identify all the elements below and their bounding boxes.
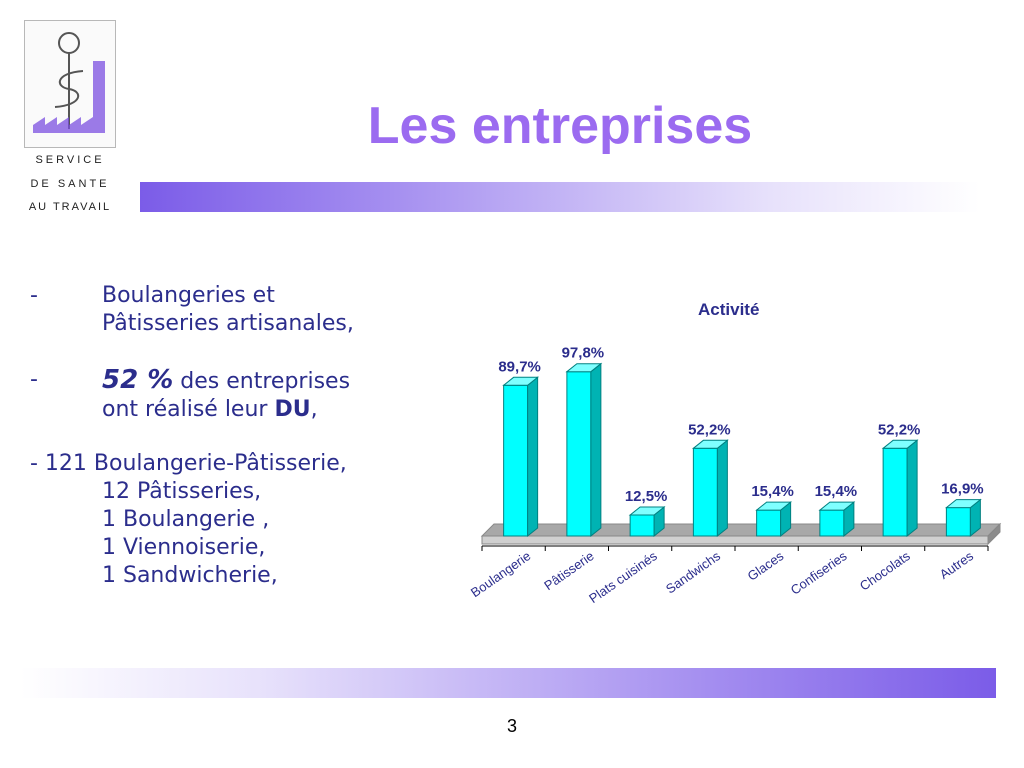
category-label: Boulangerie [468, 548, 533, 600]
category-label: Confiseries [788, 548, 850, 598]
bar-platscuisins [629, 514, 655, 537]
bullet-text-line1: Boulangeries et [102, 283, 275, 308]
count-line2: 12 Pâtisseries, [102, 479, 262, 504]
bar-boulangerie [503, 384, 529, 537]
data-label: 15,4% [815, 483, 858, 500]
bar-side [527, 376, 539, 538]
bar-glaces [756, 509, 782, 537]
bar-top [502, 376, 540, 386]
data-label: 97,8% [562, 345, 605, 362]
bullet-du-text1: des entreprises [173, 369, 351, 394]
page-number: 3 [506, 716, 517, 736]
bullet-item-boulangeries: - Boulangeries et Pâtisseries artisanale… [30, 282, 430, 338]
percent-highlight: 52 % [102, 365, 174, 395]
service-sante-travail-logo: SERVICE DE SANTE AU TRAVAIL [20, 20, 120, 216]
chart-floor [480, 523, 1002, 537]
chart-title: Activité [698, 300, 760, 319]
bullet-du-text2: ont réalisé leur [102, 397, 275, 422]
bullet-item-counts: - 121 Boulangerie-Pâtisserie, 12 Pâtisse… [30, 450, 430, 590]
bullet-du-line2: ont réalisé leur DU, [102, 396, 430, 424]
logo-text-line1: SERVICE [35, 154, 105, 166]
caduceus-factory-icon [33, 32, 105, 133]
chart-floor-side [987, 522, 1001, 546]
logo-text-line3: AU TRAVAIL [28, 201, 112, 213]
count-line3: 1 Boulangerie , [102, 507, 270, 532]
category-label: Sandwichs [663, 548, 724, 597]
bullet-text-line2: Pâtisseries artisanales, [102, 311, 354, 336]
data-label: 52,2% [688, 421, 731, 438]
bullet-dash: - [30, 367, 38, 392]
bar-top [944, 499, 982, 509]
bar-top [565, 363, 603, 373]
bar-autres [945, 507, 971, 537]
count-line1: - 121 Boulangerie-Pâtisserie, [30, 451, 347, 476]
data-label: 52,2% [878, 421, 921, 438]
category-label: Pâtisserie [541, 548, 596, 593]
chart-floor-edge [481, 535, 989, 545]
logo-text-line2: DE SANTE [30, 178, 110, 190]
category-label: Chocolats [857, 548, 913, 594]
category-label: Autres [937, 548, 977, 582]
bar-top [691, 439, 729, 449]
bar-sandwichs [692, 447, 718, 537]
bar-chocolats [882, 447, 908, 537]
bar-top [881, 439, 919, 449]
footer-gradient-band [20, 668, 996, 698]
bar-side [590, 362, 602, 538]
bar-top [755, 501, 793, 511]
data-label: 16,9% [941, 481, 984, 498]
bar-top [628, 506, 666, 516]
bar-ptisserie [566, 371, 592, 537]
data-label: 15,4% [751, 483, 794, 500]
bullet-item-du: - 52 % des entreprises ont réalisé leur … [30, 366, 430, 424]
bullet-du-line1: 52 % des entreprises [102, 366, 430, 396]
du-highlight: DU [274, 397, 311, 422]
bar-confiseries [819, 509, 845, 537]
bar-top [818, 501, 856, 511]
count-line5: 1 Sandwicherie, [102, 563, 278, 588]
category-label: Glaces [745, 548, 787, 584]
bullet-dash: - [30, 283, 38, 308]
bullet-list: - Boulangeries et Pâtisseries artisanale… [30, 282, 430, 590]
activity-bar-chart: Activité 89,7% Boulangerie 97,8% Pâtisserie… [420, 290, 1020, 660]
header-gradient-band [140, 182, 980, 212]
chart-canvas: 89,7% Boulangerie 97,8% Pâtisserie 12,5% Plat… [468, 345, 1002, 606]
bar-side [716, 439, 728, 538]
data-label: 12,5% [625, 488, 668, 505]
slide-title: Les entreprises [367, 97, 753, 155]
logo-emblem [24, 20, 116, 148]
count-line4: 1 Viennoiserie, [102, 535, 266, 560]
bar-side [906, 439, 918, 538]
category-label: Plats cuisinés [586, 548, 660, 606]
data-label: 89,7% [498, 358, 541, 375]
bullet-du-end: , [310, 397, 318, 422]
